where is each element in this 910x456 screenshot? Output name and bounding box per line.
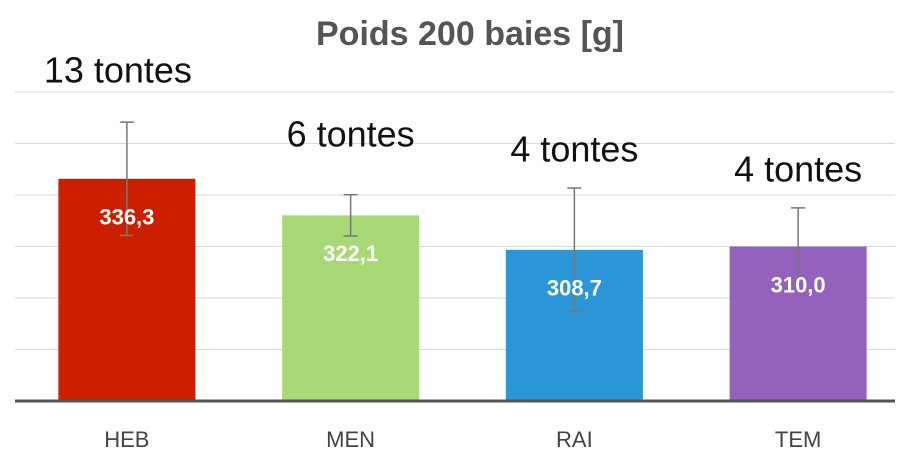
x-tick-label: MEN xyxy=(326,427,375,452)
bar xyxy=(282,215,420,401)
annotation: 13 tontes xyxy=(44,50,192,91)
data-label: 336,3 xyxy=(99,205,154,230)
chart-title: Poids 200 baies [g] xyxy=(316,15,624,53)
annotation: 6 tontes xyxy=(287,114,415,155)
x-tick-label: RAI xyxy=(556,427,593,452)
x-tick-label: HEB xyxy=(104,427,149,452)
data-label: 322,1 xyxy=(323,241,378,266)
data-label: 308,7 xyxy=(547,276,602,301)
data-label: 310,0 xyxy=(771,272,826,297)
x-tick-label: TEM xyxy=(775,427,821,452)
annotation: 4 tontes xyxy=(734,149,862,190)
annotation: 4 tontes xyxy=(510,129,638,170)
